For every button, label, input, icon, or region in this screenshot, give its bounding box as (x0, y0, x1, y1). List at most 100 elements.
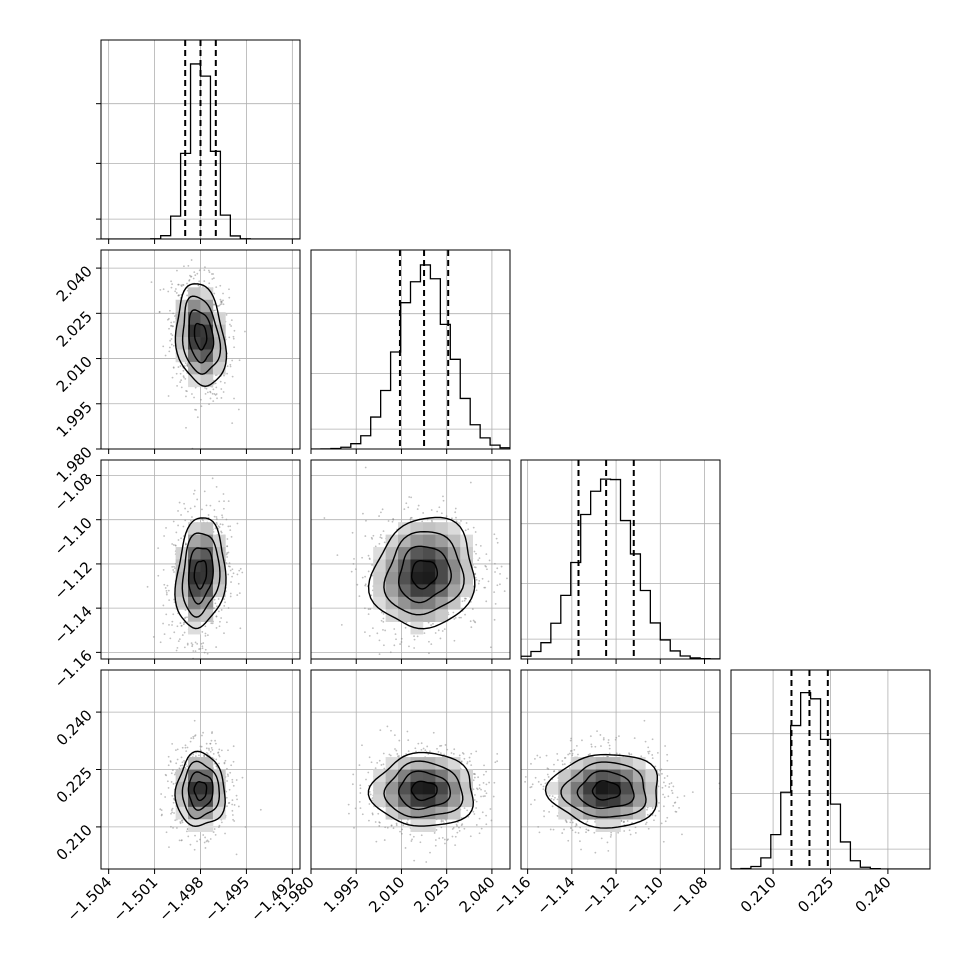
sample-point (194, 641, 197, 644)
density-cell (435, 794, 449, 808)
sample-point (208, 749, 210, 751)
sample-point (184, 746, 187, 749)
density-cell (422, 547, 436, 560)
sample-point (376, 761, 379, 764)
sample-point (205, 840, 208, 843)
sample-point (353, 557, 355, 560)
sample-point (179, 622, 182, 624)
sample-point (203, 490, 206, 493)
sample-point (404, 626, 407, 629)
sample-point (420, 742, 423, 745)
sample-point (379, 534, 382, 536)
sample-point (223, 632, 225, 635)
sample-point (193, 396, 195, 399)
sample-point (202, 642, 205, 644)
sample-point (408, 496, 411, 498)
sample-point (393, 644, 396, 647)
panel-content (311, 250, 510, 449)
sample-point (492, 795, 495, 798)
sample-point (663, 777, 666, 779)
sample-point (180, 514, 182, 516)
density-cell (460, 584, 473, 598)
sample-point (204, 393, 207, 395)
sample-point (472, 788, 475, 791)
sample-point (173, 565, 175, 568)
sample-point (358, 800, 361, 803)
sample-point (358, 764, 361, 766)
density-cell (200, 596, 214, 610)
sample-point (483, 764, 485, 767)
sample-point (458, 754, 461, 757)
sample-point (390, 824, 393, 827)
sample-point (183, 502, 185, 505)
density-cell (435, 522, 449, 535)
sample-point (201, 647, 204, 650)
x-tick-label: −1.498 (155, 873, 207, 925)
sample-point (407, 506, 410, 509)
sample-point (169, 339, 172, 342)
sample-point (237, 582, 240, 585)
sample-point (382, 613, 385, 615)
sample-point (213, 515, 216, 518)
sample-point (364, 607, 366, 610)
sample-point (171, 795, 174, 797)
density-cell (447, 534, 461, 548)
sample-point (205, 747, 208, 750)
sample-point (480, 795, 482, 798)
sample-point (428, 652, 430, 655)
sample-point (556, 753, 559, 755)
density-panel-3-1: −1.16−1.14−1.12−1.10−1.08 (51, 459, 301, 692)
y-tick-label: 1.995 (53, 398, 96, 441)
sample-point (384, 826, 387, 829)
sample-point (506, 577, 508, 580)
sample-point (173, 773, 176, 776)
sample-point (354, 568, 357, 571)
sample-point (202, 834, 205, 836)
sample-point (176, 646, 179, 649)
sample-point (211, 477, 214, 480)
sample-point (455, 823, 458, 826)
sample-point (170, 343, 173, 346)
sample-point (437, 629, 440, 632)
sample-point (473, 799, 476, 801)
sample-point (218, 755, 221, 758)
sample-point (230, 535, 233, 538)
sample-point (190, 642, 193, 644)
sample-point (454, 507, 457, 510)
sample-point (163, 633, 166, 636)
sample-point (463, 757, 466, 760)
sample-point (229, 595, 232, 598)
y-tick-label: 0.225 (53, 764, 96, 807)
sample-point (199, 838, 201, 841)
sample-point (413, 647, 416, 649)
density-cell (435, 757, 449, 770)
sample-point (194, 274, 197, 277)
sample-point (217, 525, 220, 527)
sample-point (170, 321, 173, 324)
y-tick-label: 0.240 (53, 706, 96, 749)
sample-point (217, 598, 220, 600)
x-tick-label: −1.495 (201, 873, 253, 925)
sample-point (496, 584, 499, 587)
sample-point (162, 604, 165, 607)
sample-point (403, 508, 406, 511)
sample-point (177, 294, 180, 297)
sample-point (215, 627, 218, 629)
sample-point (167, 317, 170, 320)
sample-point (212, 382, 215, 385)
sample-point (184, 766, 187, 769)
sample-point (179, 365, 182, 367)
density-cell (410, 757, 424, 770)
sample-point (534, 776, 537, 779)
sample-point (166, 584, 169, 587)
sample-point (183, 631, 186, 634)
sample-point (472, 619, 475, 622)
sample-point (395, 822, 398, 825)
sample-point (182, 369, 185, 372)
density-cell (175, 596, 189, 610)
sample-point (372, 534, 375, 537)
sample-point (442, 667, 444, 669)
sample-point (208, 747, 210, 750)
sample-point (164, 773, 167, 776)
sample-point (186, 642, 189, 645)
